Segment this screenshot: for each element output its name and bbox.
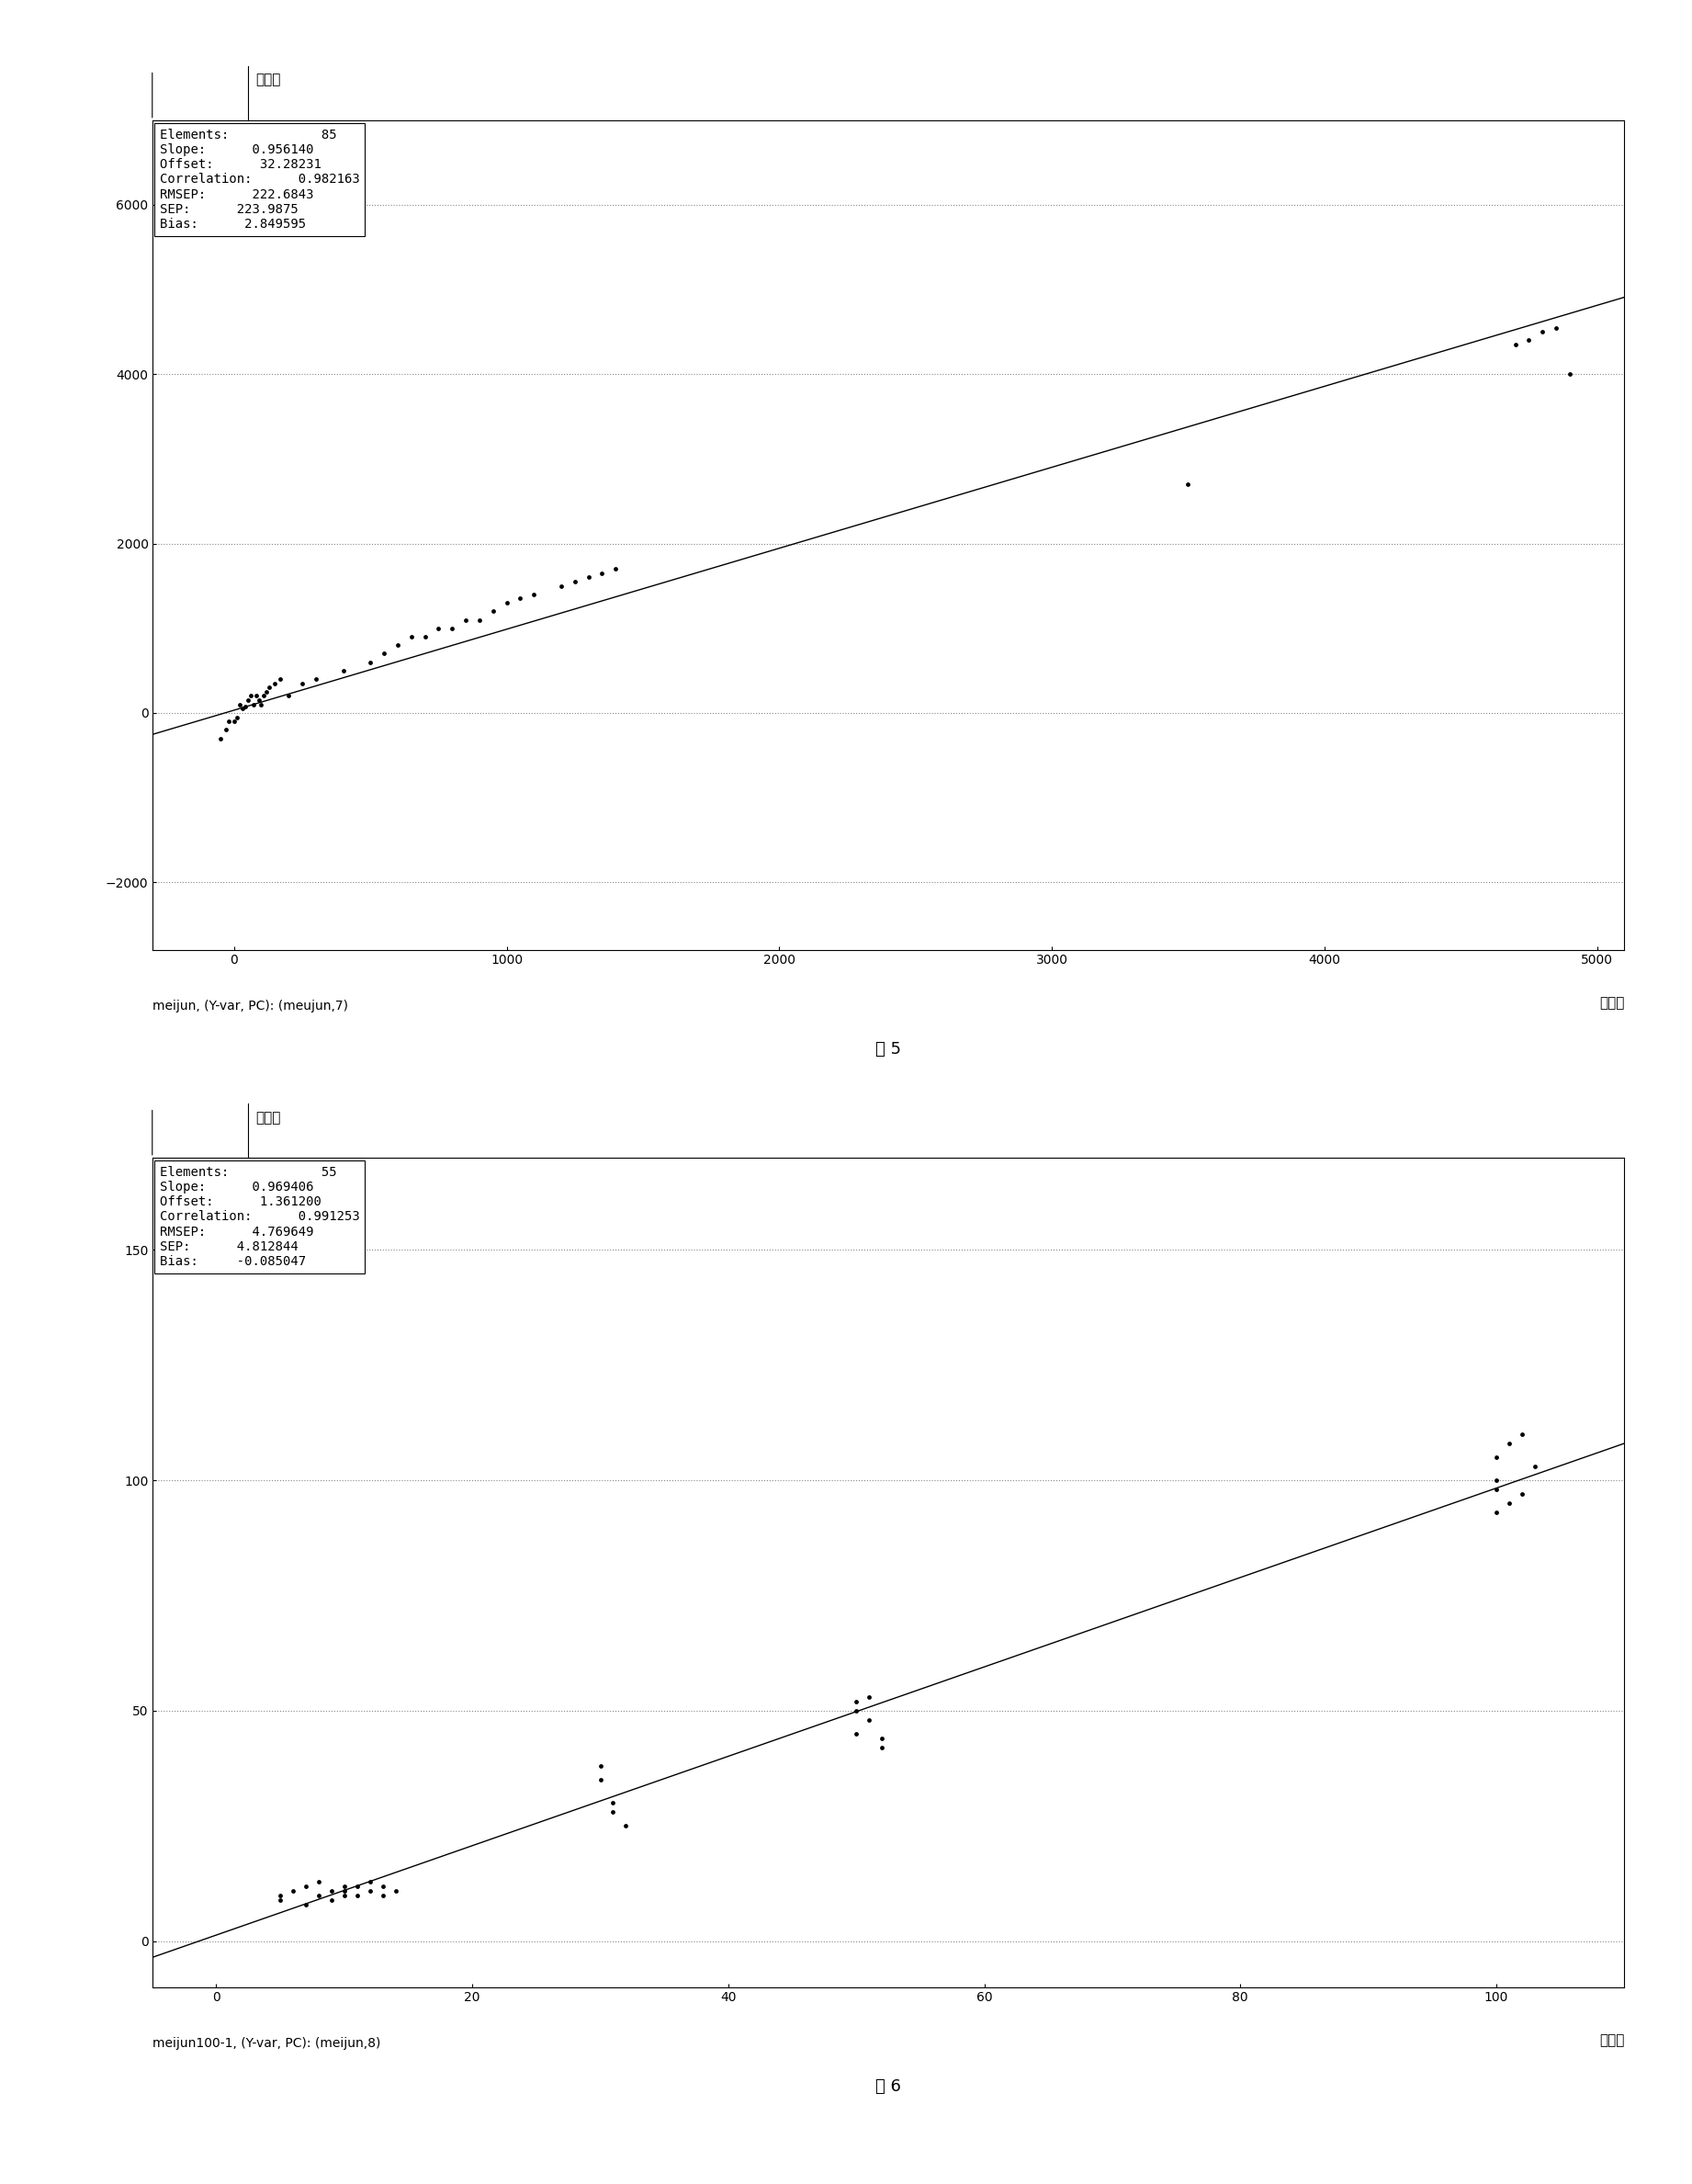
Point xyxy=(1516,323,1543,358)
Point xyxy=(868,1730,895,1765)
Text: 图 6: 图 6 xyxy=(875,2079,902,2094)
Point xyxy=(382,1874,409,1909)
Point xyxy=(289,666,316,701)
Point xyxy=(452,603,479,638)
Point xyxy=(1521,1448,1548,1483)
Point xyxy=(843,1717,870,1752)
Point xyxy=(398,620,425,655)
Point xyxy=(479,594,506,629)
Point xyxy=(247,688,274,723)
Point xyxy=(602,553,629,587)
Point xyxy=(305,1863,332,1898)
Point xyxy=(506,581,533,616)
Point xyxy=(843,1684,870,1719)
Point xyxy=(220,703,247,738)
Point xyxy=(357,1874,384,1909)
Text: Elements:            55
Slope:      0.969406
Offset:      1.361200
Correlation: : Elements: 55 Slope: 0.969406 Offset: 1.3… xyxy=(159,1166,360,1269)
Point xyxy=(1508,1476,1535,1511)
Point xyxy=(212,712,240,747)
Point xyxy=(562,563,589,598)
Point xyxy=(589,555,616,590)
Point xyxy=(492,585,519,620)
Point xyxy=(305,1878,332,1913)
Point xyxy=(587,1749,614,1784)
Text: 预测值: 预测值 xyxy=(255,72,281,87)
Point xyxy=(318,1883,345,1918)
Point xyxy=(357,1863,384,1898)
Point xyxy=(227,688,254,723)
Point xyxy=(242,679,269,714)
Point xyxy=(856,1679,883,1714)
Point xyxy=(245,684,272,719)
Point xyxy=(237,679,264,714)
Text: Elements:            85
Slope:      0.956140
Offset:      32.28231
Correlation: : Elements: 85 Slope: 0.956140 Offset: 32.… xyxy=(159,129,360,232)
Point xyxy=(384,627,411,662)
Point xyxy=(255,670,283,705)
Point xyxy=(1174,467,1201,502)
Point xyxy=(254,675,281,710)
Point xyxy=(267,1883,294,1918)
Point xyxy=(343,1870,371,1904)
Point xyxy=(293,1870,320,1904)
Point xyxy=(223,699,250,734)
Point xyxy=(1482,1496,1509,1531)
Point xyxy=(411,620,438,655)
Text: 化验值: 化验值 xyxy=(1599,2033,1624,2046)
Point xyxy=(1496,1485,1523,1520)
Point xyxy=(215,703,242,738)
Point xyxy=(425,612,452,646)
Point xyxy=(330,653,357,688)
Point xyxy=(599,1787,626,1821)
Point xyxy=(521,577,548,612)
Text: meijun, (Y-var, PC): (meujun,7): meijun, (Y-var, PC): (meujun,7) xyxy=(152,1000,349,1013)
Point xyxy=(465,603,492,638)
Point xyxy=(369,1870,396,1904)
Point xyxy=(371,636,398,670)
Text: meijun100-1, (Y-var, PC): (meijun,8): meijun100-1, (Y-var, PC): (meijun,8) xyxy=(152,2038,381,2051)
Point xyxy=(318,1874,345,1909)
Point xyxy=(1543,310,1570,345)
Point xyxy=(343,1878,371,1913)
Point xyxy=(250,679,277,714)
Point xyxy=(267,1878,294,1913)
Point xyxy=(267,662,294,697)
Text: 图 5: 图 5 xyxy=(875,1042,902,1057)
Point xyxy=(206,721,233,756)
Text: 预测值: 预测值 xyxy=(255,1109,281,1125)
Point xyxy=(276,679,303,714)
Point xyxy=(575,559,602,594)
Point xyxy=(1557,356,1584,391)
Point xyxy=(279,1874,306,1909)
Point xyxy=(330,1878,357,1913)
Point xyxy=(868,1721,895,1756)
Text: 化验值: 化验值 xyxy=(1599,996,1624,1009)
Point xyxy=(330,1874,357,1909)
Point xyxy=(369,1878,396,1913)
Point xyxy=(233,684,261,719)
Point xyxy=(438,612,465,646)
Point xyxy=(548,568,575,603)
Point xyxy=(1530,314,1557,349)
Point xyxy=(587,1762,614,1797)
Point xyxy=(303,662,330,697)
Point xyxy=(613,1808,640,1843)
Point xyxy=(293,1887,320,1922)
Point xyxy=(240,688,267,723)
Point xyxy=(1502,328,1530,363)
Point xyxy=(232,688,259,723)
Point xyxy=(856,1704,883,1738)
Point xyxy=(1482,1439,1509,1474)
Point xyxy=(843,1693,870,1728)
Point xyxy=(599,1795,626,1830)
Point xyxy=(228,690,255,725)
Point xyxy=(1508,1417,1535,1452)
Point xyxy=(1496,1426,1523,1461)
Point xyxy=(357,644,384,679)
Point xyxy=(1482,1463,1509,1498)
Point xyxy=(1482,1472,1509,1507)
Point xyxy=(330,1870,357,1904)
Point xyxy=(261,666,288,701)
